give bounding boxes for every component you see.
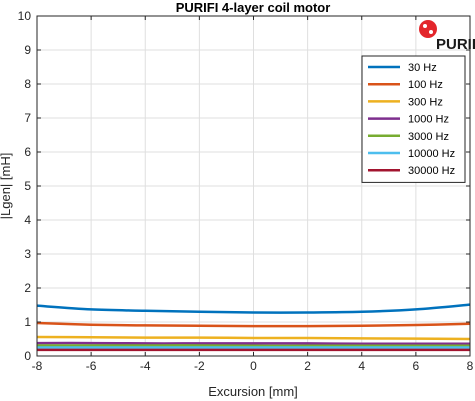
legend-label: 10000 Hz: [408, 148, 455, 160]
x-axis-label: Excursion [mm]: [208, 384, 298, 399]
y-tick-label: 0: [24, 349, 31, 363]
legend-label: 100 Hz: [408, 79, 443, 91]
y-axis-label: |Lgen| [mH]: [0, 153, 13, 220]
y-tick-label: 2: [24, 281, 31, 295]
logo-mark-icon: [419, 20, 437, 38]
legend-label: 300 Hz: [408, 96, 443, 108]
legend-label: 30 Hz: [408, 62, 437, 74]
y-tick-label: 9: [24, 43, 31, 57]
y-tick-label: 3: [24, 247, 31, 261]
logo-dot-icon: [423, 24, 427, 28]
purifi-logo: PURIFI: [419, 20, 475, 53]
y-tick-label: 5: [24, 179, 31, 193]
x-tick-label: -2: [194, 359, 205, 373]
legend-label: 30000 Hz: [408, 165, 455, 177]
legend: 30 Hz 100 Hz 300 Hz 1000 Hz 3000 Hz 10000 Hz 3…: [361, 55, 466, 183]
y-tick-label: 1: [24, 315, 31, 329]
axis-ticks: -8 -6 -4 -2 0 2 4 6 8 0 1 2 3 4 5 6 7 8 9 10: [18, 9, 474, 373]
chart-title: PURIFI 4-layer coil motor: [176, 0, 331, 15]
x-tick-label: 8: [467, 359, 474, 373]
series-line-300-hz: [36, 335, 471, 341]
logo-text: PURIFI: [436, 36, 475, 53]
legend-label: 3000 Hz: [408, 131, 449, 143]
x-tick-label: -6: [86, 359, 97, 373]
series-line-30-hz: [36, 303, 471, 314]
legend-items: 30 Hz 100 Hz 300 Hz 1000 Hz 3000 Hz 10000 Hz 3…: [368, 62, 455, 177]
x-tick-label: 2: [304, 359, 311, 373]
y-tick-label: 10: [18, 9, 32, 23]
series-line-100-hz: [36, 321, 471, 328]
y-tick-label: 7: [24, 111, 31, 125]
series-lines: [36, 303, 471, 352]
series-line-1000-hz: [36, 341, 470, 346]
x-tick-label: 6: [413, 359, 420, 373]
x-tick-label: 4: [358, 359, 365, 373]
logo-dot-icon: [429, 30, 433, 34]
y-tick-label: 4: [24, 213, 31, 227]
x-tick-label: 0: [250, 359, 257, 373]
x-tick-label: -8: [32, 359, 43, 373]
y-tick-label: 6: [24, 145, 31, 159]
y-tick-label: 8: [24, 77, 31, 91]
x-tick-label: -4: [140, 359, 151, 373]
legend-label: 1000 Hz: [408, 114, 449, 126]
